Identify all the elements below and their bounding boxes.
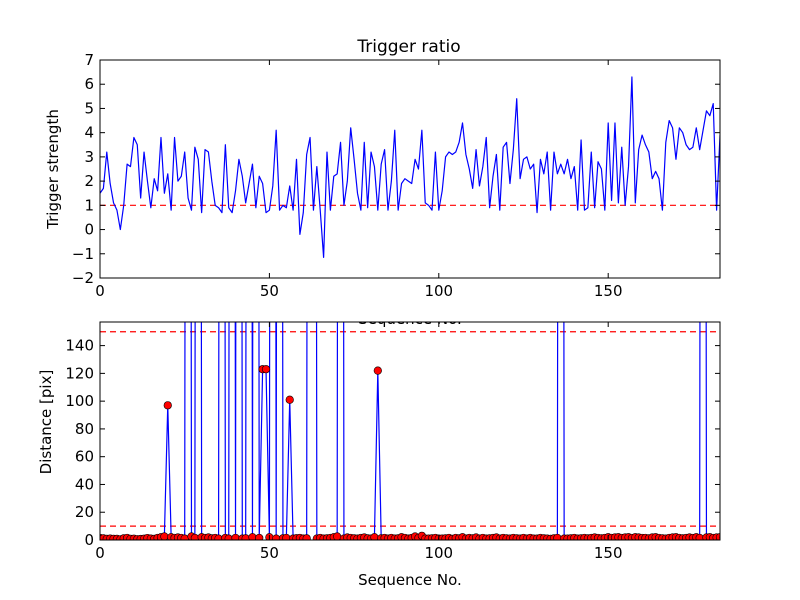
top-y-tick-label: 4 bbox=[84, 124, 94, 142]
bottom-x-tick-label: 50 bbox=[260, 544, 279, 562]
top-chart-frame bbox=[99, 59, 721, 279]
top-chart-plot-area bbox=[100, 76, 720, 259]
bottom-chart-bg-top bbox=[100, 300, 720, 322]
bottom-chart-plot-area bbox=[100, 322, 720, 540]
bottom-data-point bbox=[160, 532, 169, 540]
bottom-chart-ticks: 0 50 100 150 0 20 40 60 80 100 120 140 bbox=[65, 322, 720, 562]
bottom-y-tick-label: 80 bbox=[75, 420, 94, 438]
bottom-y-tick-label: 120 bbox=[65, 364, 94, 382]
bottom-chart-xlabel: Sequence No. bbox=[358, 571, 462, 589]
bottom-chart-frame bbox=[99, 321, 721, 541]
top-y-tick-label: 3 bbox=[84, 148, 94, 166]
top-x-tick-label: 150 bbox=[594, 282, 623, 300]
top-x-tick-label: 50 bbox=[260, 282, 279, 300]
top-y-tick-label: 0 bbox=[84, 221, 94, 239]
top-y-tick-label: 7 bbox=[84, 51, 94, 69]
bottom-data-point bbox=[285, 395, 294, 404]
top-y-tick-label: 1 bbox=[84, 196, 94, 214]
top-x-tick-label: 100 bbox=[424, 282, 453, 300]
bottom-data-point bbox=[715, 533, 720, 540]
bottom-y-tick-label: 0 bbox=[84, 531, 94, 549]
bottom-y-tick-label: 140 bbox=[65, 337, 94, 355]
bottom-chart-distance: 0 50 100 150 0 20 40 60 80 100 120 140 Sequence No.… bbox=[37, 300, 721, 589]
bottom-data-point bbox=[261, 365, 271, 374]
bottom-y-tick-label: 60 bbox=[75, 448, 94, 466]
top-x-tick-label: 0 bbox=[95, 282, 105, 300]
top-chart-ticks: 0 50 100 150 −2 −1 0 1 2 3 4 5 6 7 bbox=[72, 51, 720, 300]
bottom-x-tick-label: 100 bbox=[424, 544, 453, 562]
top-y-tick-label: 2 bbox=[84, 172, 94, 190]
bottom-y-tick-label: 20 bbox=[75, 503, 94, 521]
bottom-data-point bbox=[255, 533, 264, 540]
top-y-tick-label: 6 bbox=[84, 75, 94, 93]
bottom-x-tick-label: 0 bbox=[95, 544, 105, 562]
top-y-tick-label: 5 bbox=[84, 99, 94, 117]
bottom-data-point bbox=[333, 532, 342, 540]
top-series-line bbox=[100, 76, 720, 259]
top-chart-ylabel: Trigger strength bbox=[44, 109, 62, 230]
top-y-tick-label: −1 bbox=[72, 245, 94, 263]
bottom-data-point bbox=[302, 534, 311, 540]
top-y-tick-label: −2 bbox=[72, 269, 94, 287]
bottom-chart-ylabel: Distance [pix] bbox=[37, 370, 55, 475]
bottom-y-tick-label: 40 bbox=[75, 475, 94, 493]
bottom-data-point bbox=[373, 366, 382, 375]
bottom-y-tick-label: 100 bbox=[65, 392, 94, 410]
bottom-x-tick-label: 150 bbox=[594, 544, 623, 562]
bottom-data-point bbox=[163, 401, 172, 410]
top-chart-title: Trigger ratio bbox=[356, 37, 460, 57]
